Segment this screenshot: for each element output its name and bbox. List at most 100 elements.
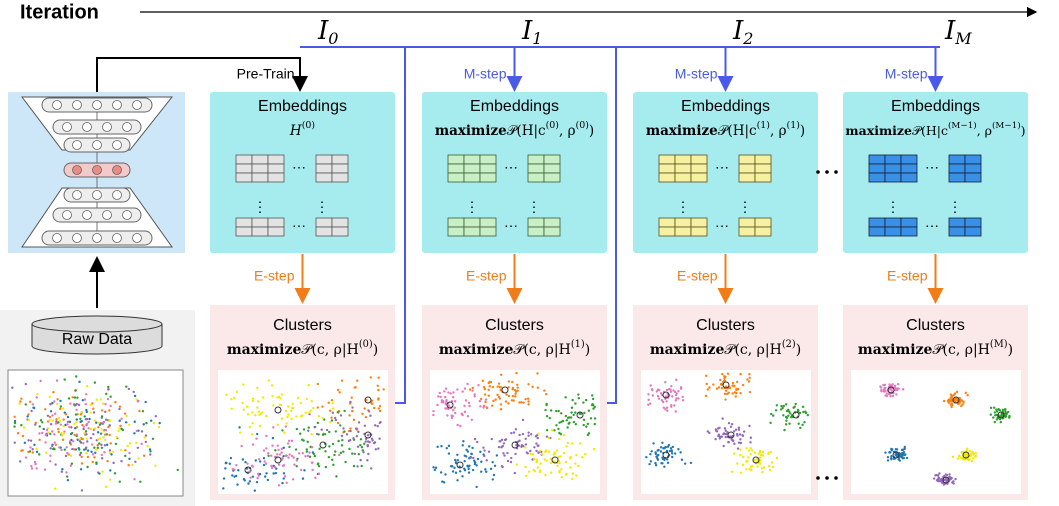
scatter-dot [453,467,455,469]
embedding-cell [739,164,755,173]
scatter-dot [663,447,665,449]
raw-dot [84,398,86,400]
scatter-dot [721,417,723,419]
scatter-dot [340,414,342,416]
embedding-cell [965,155,981,164]
raw-dot [92,433,94,435]
scatter-dot [230,457,232,459]
scatter-dot [971,460,973,462]
scatter-dot [902,449,904,451]
embedding-cell [901,155,917,164]
scatter-dot [515,428,517,430]
scatter-dot [365,440,367,442]
scatter-dot [249,426,251,428]
scatter-dot [346,433,348,435]
scatter-dot [648,463,650,465]
scatter-dot [649,384,651,386]
raw-dot [76,403,78,405]
scatter-dot [224,467,226,469]
raw-dot [92,461,94,463]
scatter-dot [934,474,936,476]
scatter-dot [272,404,274,406]
scatter-dot [484,401,486,403]
embedding-cell [675,218,691,227]
embedding-cell [901,218,917,227]
raw-dot [65,471,67,473]
scatter-dot [435,467,437,469]
scatter-dot [484,468,486,470]
raw-dot [105,419,107,421]
scatter-dot [896,388,898,390]
embedding-cell [755,155,771,164]
scatter-dot [337,440,339,442]
scatter-dot [358,421,360,423]
embedding-cell [965,173,981,182]
scatter-dot [236,391,238,393]
scatter-dot [545,450,547,452]
scatter-dot [503,442,505,444]
scatter-dot [454,400,456,402]
scatter-dot [308,384,310,386]
scatter-dot [375,448,377,450]
scatter-dot [966,394,968,396]
raw-dot [107,386,109,388]
scatter-dot [560,412,562,414]
embedding-cell [869,173,885,182]
raw-dot [60,449,62,451]
raw-dot [78,404,80,406]
scatter-dot [349,401,351,403]
scatter-dot [966,448,968,450]
scatter-dot [570,416,572,418]
scatter-dot [952,456,954,458]
neuron [113,234,122,243]
scatter-dot [222,487,224,489]
scatter-dot [251,411,253,413]
scatter-dot [322,417,324,419]
formula-op: maximize [227,342,302,358]
scatter-dot [545,404,547,406]
embedding-cell [480,218,496,227]
scatter-dot [520,401,522,403]
scatter-dot [440,445,442,447]
scatter-dot [494,398,496,400]
raw-dot [51,414,53,416]
scatter-dot [527,383,529,385]
raw-dot [78,381,80,383]
scatter-dot [591,403,593,405]
scatter-dot [577,465,579,467]
scatter-dot [655,464,657,466]
embedding-cell [901,227,917,236]
embedding-cell [480,173,496,182]
scatter-dot [359,459,361,461]
clusters-title: Clusters [906,317,965,334]
raw-dot [79,418,81,420]
embedding-cell [332,173,348,182]
scatter-dot [283,432,285,434]
formula-part: ) [796,342,801,358]
scatter-dot [439,392,441,394]
raw-dot [97,426,99,428]
scatter-dot [972,453,974,455]
scatter-dot [723,432,725,434]
scatter-dot [322,434,324,436]
formula-op: maximize [845,123,912,138]
raw-dot [76,397,78,399]
scatter-dot [759,456,761,458]
scatter-dot [992,416,994,418]
scatter-dot [240,445,242,447]
scatter-dot [505,400,507,402]
embedding-cell [464,227,480,236]
formula-part: (2) [782,339,796,350]
raw-dot [58,446,60,448]
scatter-dot [712,383,714,385]
scatter-dot [343,430,345,432]
scatter-dot [937,480,939,482]
scatter-dot [503,454,505,456]
scatter-dot [225,462,227,464]
scatter-dot [739,449,741,451]
scatter-dot [471,419,473,421]
scatter-dot [666,458,668,460]
diagram: Iteration I0I1I2IMPre-TrainEmbeddingsH(0… [0,0,1059,506]
scatter-dot [569,466,571,468]
embedding-cell [448,155,464,164]
